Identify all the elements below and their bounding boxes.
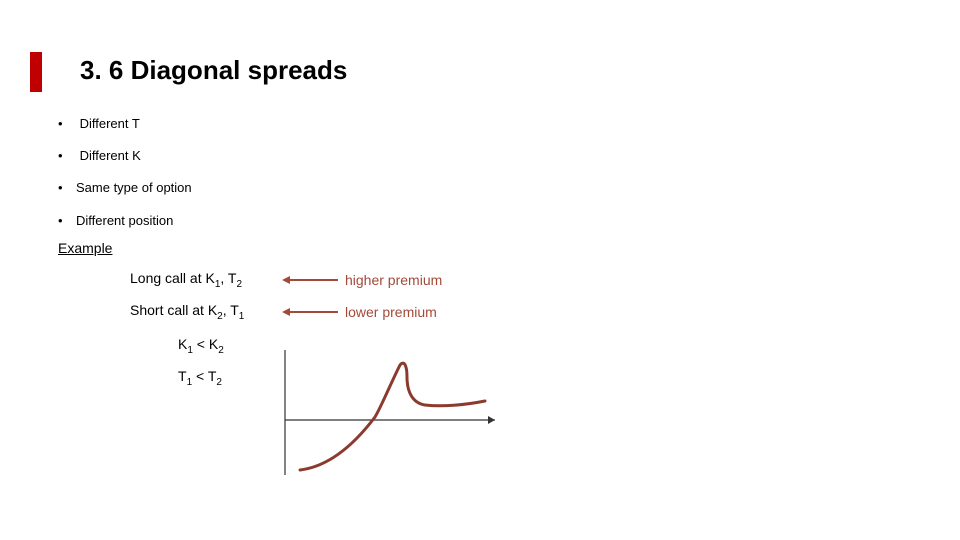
row-annotation: lower premium	[345, 304, 505, 320]
inequality: T1 < T2	[178, 368, 222, 388]
payoff-curve	[300, 363, 485, 470]
arrow-left-icon	[280, 305, 340, 319]
example-row: Long call at K1, T2 higher premium	[130, 270, 505, 290]
bullet-item: Different K	[58, 147, 192, 165]
row-annotation: higher premium	[345, 272, 505, 288]
x-axis-arrowhead-icon	[488, 416, 495, 424]
arrow-slot	[275, 305, 345, 319]
example-rows: Long call at K1, T2 higher premium Short…	[130, 270, 505, 334]
payoff-graph	[270, 345, 500, 495]
inequality: K1 < K2	[178, 336, 224, 356]
arrow-left-icon	[280, 273, 340, 287]
payoff-graph-svg	[270, 345, 500, 495]
example-row: Short call at K2, T1 lower premium	[130, 302, 505, 322]
bullet-item: Same type of option	[58, 179, 192, 197]
slide-title: 3. 6 Diagonal spreads	[80, 55, 347, 86]
bullet-list: Different T Different K Same type of opt…	[58, 115, 192, 244]
bullet-item: Different position	[58, 212, 192, 230]
row-left: Long call at K1, T2	[130, 270, 275, 290]
bullet-item: Different T	[58, 115, 192, 133]
example-heading: Example	[58, 240, 112, 256]
accent-bar	[30, 52, 42, 92]
arrow-slot	[275, 273, 345, 287]
row-left: Short call at K2, T1	[130, 302, 275, 322]
